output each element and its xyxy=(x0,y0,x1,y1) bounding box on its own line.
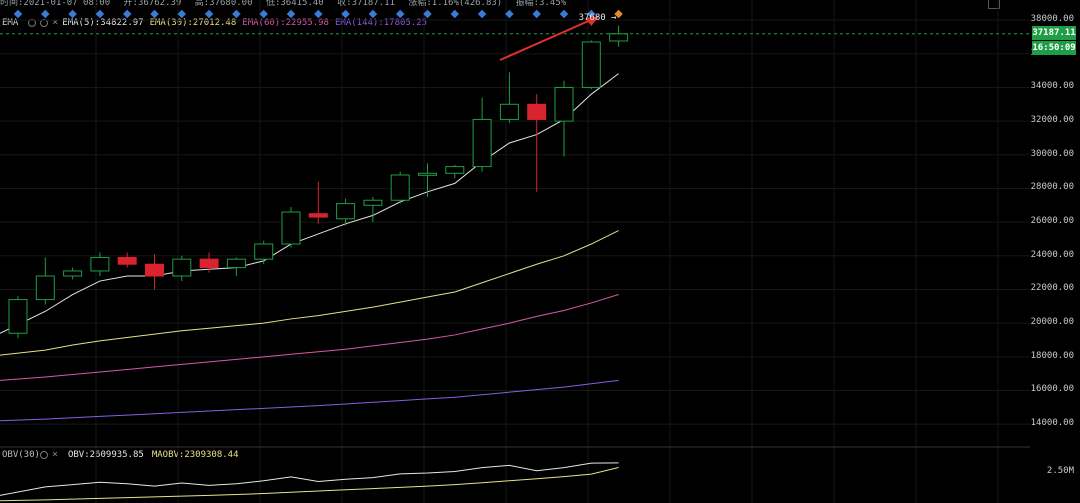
current-price-tag: 37187.11 xyxy=(1032,25,1076,40)
ema-legend: EMA × EMA(5):34822.97 EMA(30):27012.48 EMA… xyxy=(2,17,433,29)
settings-icon[interactable] xyxy=(39,451,48,459)
price-axis-label: 18000.00 xyxy=(1030,350,1074,361)
obv-axis-label: 2.50M xyxy=(1046,466,1074,476)
amplitude-value: 振幅:3.45% xyxy=(515,0,567,8)
ema-value-2: EMA(60):22955.98 xyxy=(242,18,329,28)
candle-body xyxy=(609,33,629,42)
signal-diamond xyxy=(150,9,159,19)
price-axis[interactable]: 38000.0036000.0034000.0032000.0030000.00… xyxy=(1030,0,1080,503)
change-value: 涨幅:1.16%(426.83) xyxy=(408,0,503,8)
signal-diamond xyxy=(259,9,268,19)
candle-body xyxy=(145,263,164,277)
candle-body xyxy=(199,258,219,269)
ema-value-0: EMA(5):34822.97 xyxy=(62,18,144,28)
annotation-arrow xyxy=(499,17,596,61)
candle-body xyxy=(117,256,137,265)
candle-body xyxy=(445,166,465,174)
ema144-line xyxy=(0,379,619,422)
maobv-value: MAOBV:2309308.44 xyxy=(151,450,239,460)
chart-menu-button[interactable] xyxy=(988,0,1000,9)
signal-diamond xyxy=(368,9,378,19)
candle-body xyxy=(281,211,301,245)
settings-icon[interactable] xyxy=(40,19,49,27)
ema-value-3: EMA(144):17805.25 xyxy=(334,18,428,28)
price-axis-label: 28000.00 xyxy=(1030,182,1074,193)
price-axis-label: 22000.00 xyxy=(1030,283,1074,294)
signal-diamond xyxy=(532,9,541,19)
ema-values: EMA(5):34822.97 EMA(30):27012.48 EMA(60):2… xyxy=(62,18,433,28)
price-axis-label: 20000.00 xyxy=(1030,317,1074,328)
visibility-toggle-icon[interactable] xyxy=(28,19,37,27)
obv-name: OBV(30) xyxy=(2,450,40,460)
ema-name: EMA xyxy=(2,18,19,28)
price-axis-label: 30000.00 xyxy=(1030,148,1074,159)
ohlc-info-bar: 时间:2021-01-07 08:00 开:36762.39 高:37680.0… xyxy=(0,0,574,8)
signal-diamond xyxy=(477,9,487,19)
price-axis-label: 26000.00 xyxy=(1030,216,1074,227)
price-axis-label: 14000.00 xyxy=(1030,418,1074,429)
price-axis-label: 34000.00 xyxy=(1030,81,1074,92)
candle-body xyxy=(63,270,83,277)
signal-diamond xyxy=(41,9,50,19)
signal-diamond xyxy=(177,9,187,19)
open-value: 开:36762.39 xyxy=(123,0,182,8)
candle-body xyxy=(308,213,328,218)
candle-body xyxy=(418,172,437,176)
price-axis-label: 24000.00 xyxy=(1030,249,1074,260)
candle-body xyxy=(8,299,28,334)
signal-diamond xyxy=(204,9,214,19)
candle-body xyxy=(90,256,110,272)
signal-diamond xyxy=(68,9,77,19)
signal-diamond xyxy=(232,9,241,19)
candle-body xyxy=(554,86,574,122)
candle-body xyxy=(527,103,547,120)
time-value: 时间:2021-01-07 08:00 xyxy=(0,0,111,8)
high-value: 高:37680.00 xyxy=(194,0,253,8)
low-value: 低:36415.40 xyxy=(265,0,324,8)
annotation-arrowhead xyxy=(585,16,600,26)
price-chart[interactable]: 37680 → xyxy=(0,0,1030,503)
price-axis-label: 38000.00 xyxy=(1030,14,1074,25)
candle-body xyxy=(581,41,601,88)
maobv-line xyxy=(0,467,619,502)
price-axis-label: 16000.00 xyxy=(1030,384,1074,395)
signal-diamond xyxy=(13,9,23,19)
signal-diamond xyxy=(341,9,350,19)
candle-body xyxy=(472,118,492,168)
price-axis-label: 32000.00 xyxy=(1030,115,1074,126)
signal-diamond xyxy=(314,9,323,19)
signal-diamond xyxy=(286,9,296,19)
ema5-line xyxy=(0,73,619,334)
obv-value: OBV:2609935.85 xyxy=(67,450,144,460)
countdown-tag: 16:50:09 xyxy=(1032,40,1076,55)
obv-line xyxy=(0,462,619,496)
candle-body xyxy=(172,258,192,277)
signal-diamond xyxy=(423,9,432,19)
signal-diamond xyxy=(559,9,569,19)
close-value: 收:37187.11 xyxy=(337,0,395,8)
ema-value-1: EMA(30):27012.48 xyxy=(149,18,237,28)
signal-diamond xyxy=(395,9,405,19)
signal-diamond xyxy=(122,9,132,19)
candle-body xyxy=(254,243,274,260)
candle-body xyxy=(390,174,410,201)
obv-legend: OBV(30) × OBV:2609935.85 MAOBV:2309308.4… xyxy=(2,449,239,461)
candle-body xyxy=(336,203,356,220)
candle-body xyxy=(363,199,383,206)
signal-diamond xyxy=(505,9,514,19)
candle-body xyxy=(35,275,55,301)
candle-body xyxy=(499,103,519,120)
close-icon[interactable]: × xyxy=(51,449,58,460)
signal-diamond xyxy=(95,9,105,19)
close-icon[interactable]: × xyxy=(52,17,59,28)
ema30-line xyxy=(0,230,619,356)
signal-diamond xyxy=(450,9,460,19)
candle-body xyxy=(226,258,246,269)
high-annotation-label: 37680 → xyxy=(579,13,618,23)
ema60-line xyxy=(0,294,619,381)
